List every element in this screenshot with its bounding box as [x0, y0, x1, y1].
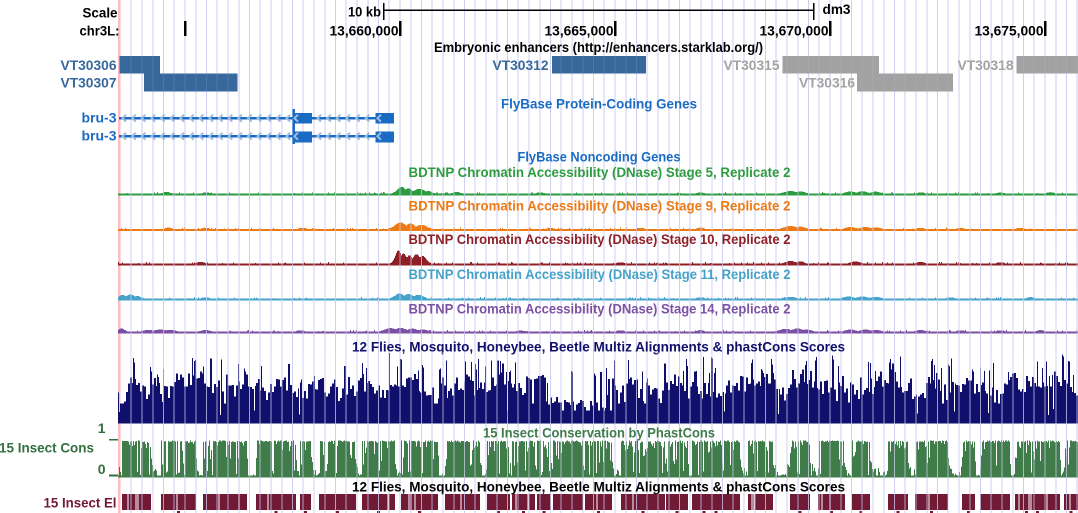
svg-text:FlyBase Noncoding Genes: FlyBase Noncoding Genes [518, 149, 681, 165]
svg-text:BDTNP Chromatin Accessibility: BDTNP Chromatin Accessibility (DNase) St… [409, 231, 791, 247]
svg-text:BDTNP Chromatin Accessibility: BDTNP Chromatin Accessibility (DNase) St… [409, 164, 791, 180]
svg-text:13,665,000: 13,665,000 [545, 23, 614, 39]
svg-text:12 Flies, Mosquito, Honeybee,: 12 Flies, Mosquito, Honeybee, Beetle Mul… [352, 479, 845, 495]
svg-text:VT30306: VT30306 [61, 57, 117, 73]
svg-text:Scale: Scale [83, 5, 118, 21]
svg-text:FlyBase Protein-Coding Genes: FlyBase Protein-Coding Genes [501, 96, 697, 112]
svg-text:VT30315: VT30315 [724, 57, 780, 73]
svg-text:13,670,000: 13,670,000 [760, 23, 829, 39]
svg-text:12 Flies, Mosquito, Honeybee,: 12 Flies, Mosquito, Honeybee, Beetle Mul… [352, 339, 845, 355]
svg-text:dm3: dm3 [823, 1, 851, 17]
svg-text:chr3L:: chr3L: [80, 23, 120, 39]
svg-text:BDTNP Chromatin Accessibility: BDTNP Chromatin Accessibility (DNase) St… [409, 266, 791, 282]
svg-text:VT30307: VT30307 [61, 75, 117, 91]
svg-text:15 Insect Conservation by Phas: 15 Insect Conservation by PhastCons [483, 425, 715, 441]
svg-text:VT30312: VT30312 [493, 57, 549, 73]
svg-text:10 kb: 10 kb [348, 4, 381, 20]
svg-text:bru-3: bru-3 [82, 110, 117, 126]
svg-text:BDTNP Chromatin Accessibility: BDTNP Chromatin Accessibility (DNase) St… [409, 198, 791, 214]
svg-text:VT30316: VT30316 [799, 75, 855, 91]
svg-text:0: 0 [98, 461, 106, 477]
svg-text:BDTNP Chromatin Accessibility: BDTNP Chromatin Accessibility (DNase) St… [409, 301, 791, 317]
svg-text:15 Insect El: 15 Insect El [44, 495, 117, 511]
svg-text:1: 1 [98, 420, 106, 436]
svg-text:bru-3: bru-3 [82, 128, 117, 144]
svg-text:VT30318: VT30318 [958, 57, 1014, 73]
svg-text:13,660,000: 13,660,000 [330, 23, 399, 39]
svg-text:13,675,000: 13,675,000 [975, 23, 1044, 39]
svg-text:Embryonic enhancers (http://en: Embryonic enhancers (http://enhancers.st… [434, 39, 763, 55]
svg-text:15 Insect Cons: 15 Insect Cons [0, 440, 94, 456]
